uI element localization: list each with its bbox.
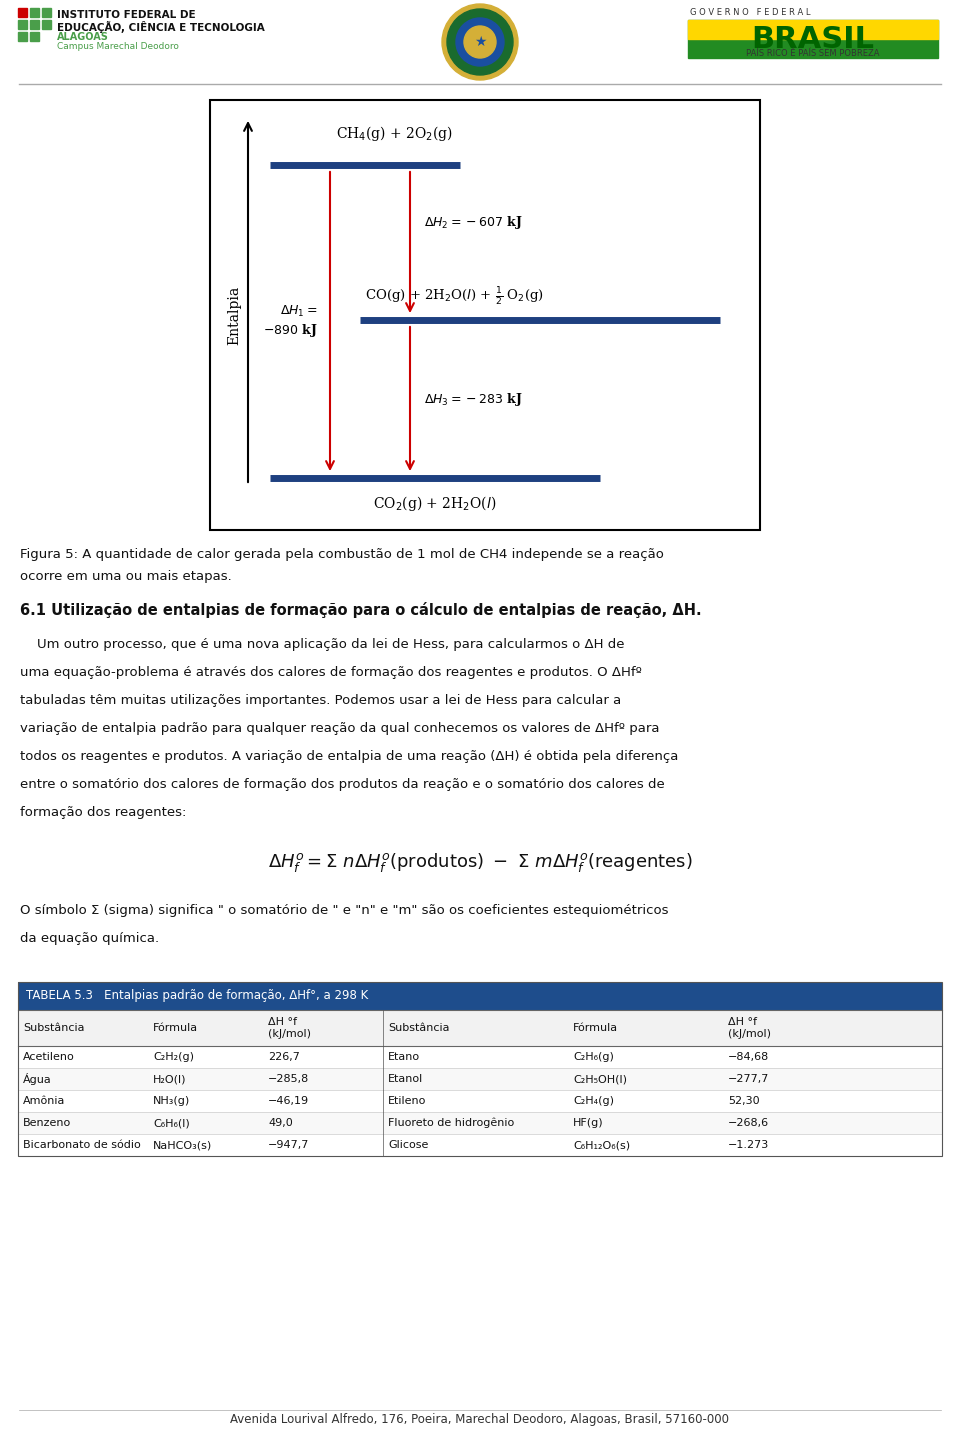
Text: ΔH °f
(kJ/mol): ΔH °f (kJ/mol)	[268, 1016, 311, 1038]
Text: −268,6: −268,6	[728, 1118, 769, 1128]
Bar	[18, 32, 27, 41]
Text: Amônia: Amônia	[23, 1096, 65, 1106]
Text: Glicose: Glicose	[388, 1140, 428, 1150]
Bar	[18, 982, 942, 1011]
Text: C₆H₁₂O₆(s): C₆H₁₂O₆(s)	[573, 1140, 630, 1150]
Text: CO$_2$(g) + 2H$_2$O($l$): CO$_2$(g) + 2H$_2$O($l$)	[373, 494, 496, 513]
Text: 49,0: 49,0	[268, 1118, 293, 1128]
Text: CO(g) + 2H$_2$O($l$) + $\frac{1}{2}$ O$_2$(g): CO(g) + 2H$_2$O($l$) + $\frac{1}{2}$ O$_…	[365, 285, 544, 308]
Text: $\Delta H_f^o = \Sigma\ n\Delta H_f^o\mathrm{(produtos)}\ -\ \Sigma\ m\Delta H_f: $\Delta H_f^o = \Sigma\ n\Delta H_f^o\ma…	[268, 851, 692, 875]
Text: EDUCAÇÃO, CIÊNCIA E TECNOLOGIA: EDUCAÇÃO, CIÊNCIA E TECNOLOGIA	[57, 22, 265, 33]
Bar	[210, 100, 760, 530]
Circle shape	[447, 9, 513, 75]
Bar	[18, 1069, 942, 1090]
Bar	[688, 20, 938, 58]
Text: C₂H₂(g): C₂H₂(g)	[153, 1053, 194, 1061]
Bar	[18, 1112, 942, 1134]
Bar	[18, 1045, 942, 1069]
Text: Substância: Substância	[388, 1022, 449, 1032]
Text: ocorre em uma ou mais etapas.: ocorre em uma ou mais etapas.	[20, 571, 231, 584]
Text: Avenida Lourival Alfredo, 176, Poeira, Marechal Deodoro, Alagoas, Brasil, 57160-: Avenida Lourival Alfredo, 176, Poeira, M…	[230, 1413, 730, 1426]
Text: G O V E R N O   F E D E R A L: G O V E R N O F E D E R A L	[690, 9, 810, 17]
Bar	[18, 982, 942, 1156]
Bar	[42, 9, 51, 17]
Text: ★: ★	[473, 35, 487, 49]
Text: ΔH °f
(kJ/mol): ΔH °f (kJ/mol)	[728, 1016, 771, 1038]
Text: Água: Água	[23, 1073, 52, 1085]
Text: −277,7: −277,7	[728, 1074, 769, 1085]
Text: TABELA 5.3   Entalpias padrão de formação, ΔHf°, a 298 K: TABELA 5.3 Entalpias padrão de formação,…	[26, 989, 369, 1002]
Text: NH₃(g): NH₃(g)	[153, 1096, 190, 1106]
Circle shape	[442, 4, 518, 80]
Text: Campus Marechal Deodoro: Campus Marechal Deodoro	[57, 42, 179, 51]
Circle shape	[464, 26, 496, 58]
Bar	[30, 32, 39, 41]
Text: Etanol: Etanol	[388, 1074, 423, 1085]
Text: −285,8: −285,8	[268, 1074, 309, 1085]
Text: HF(g): HF(g)	[573, 1118, 604, 1128]
Text: $\Delta H_1 =$
$-890$ kJ: $\Delta H_1 =$ $-890$ kJ	[263, 304, 318, 339]
Text: C₂H₆(g): C₂H₆(g)	[573, 1053, 613, 1061]
Bar	[30, 9, 39, 17]
Text: −84,68: −84,68	[728, 1053, 769, 1061]
Text: NaHCO₃(s): NaHCO₃(s)	[153, 1140, 212, 1150]
Text: Benzeno: Benzeno	[23, 1118, 71, 1128]
Text: Bicarbonato de sódio: Bicarbonato de sódio	[23, 1140, 141, 1150]
Text: BRASIL: BRASIL	[752, 25, 875, 54]
Text: Etano: Etano	[388, 1053, 420, 1061]
Text: entre o somatório dos calores de formação dos produtos da reação e o somatório d: entre o somatório dos calores de formaçã…	[20, 778, 664, 791]
Bar	[30, 20, 39, 29]
Text: formação dos reagentes:: formação dos reagentes:	[20, 807, 186, 820]
Bar	[688, 20, 938, 39]
Text: variação de entalpia padrão para qualquer reação da qual conhecemos os valores d: variação de entalpia padrão para qualque…	[20, 723, 660, 736]
Text: 6.1 Utilização de entalpias de formação para o cálculo de entalpias de reação, Δ: 6.1 Utilização de entalpias de formação …	[20, 602, 702, 618]
Bar	[18, 20, 27, 29]
Text: PAÍS RICO É PAÍS SEM POBREZA: PAÍS RICO É PAÍS SEM POBREZA	[746, 49, 879, 58]
Text: Fórmula: Fórmula	[153, 1022, 198, 1032]
Text: Entalpia: Entalpia	[227, 285, 241, 345]
Bar	[18, 1011, 942, 1045]
Text: H₂O(l): H₂O(l)	[153, 1074, 186, 1085]
Text: −947,7: −947,7	[268, 1140, 309, 1150]
Bar	[18, 9, 27, 17]
Text: $\Delta H_2 = -607$ kJ: $\Delta H_2 = -607$ kJ	[424, 214, 523, 232]
Text: 52,30: 52,30	[728, 1096, 759, 1106]
Text: −1.273: −1.273	[728, 1140, 769, 1150]
Text: ALAGOAS: ALAGOAS	[57, 32, 108, 42]
Text: 226,7: 226,7	[268, 1053, 300, 1061]
Bar	[42, 20, 51, 29]
Bar	[18, 1134, 942, 1156]
Text: $\Delta H_3 = -283$ kJ: $\Delta H_3 = -283$ kJ	[424, 391, 523, 407]
Text: Etileno: Etileno	[388, 1096, 426, 1106]
Circle shape	[456, 17, 504, 67]
Text: todos os reagentes e produtos. A variação de entalpia de uma reação (ΔH) é obtid: todos os reagentes e produtos. A variaçã…	[20, 750, 679, 763]
Text: O símbolo Σ (sigma) significa " o somatório de " e "n" e "m" são os coeficientes: O símbolo Σ (sigma) significa " o somató…	[20, 904, 668, 917]
Text: Substância: Substância	[23, 1022, 84, 1032]
Text: tabuladas têm muitas utilizações importantes. Podemos usar a lei de Hess para ca: tabuladas têm muitas utilizações importa…	[20, 694, 621, 707]
Text: Acetileno: Acetileno	[23, 1053, 75, 1061]
Text: Um outro processo, que é uma nova aplicação da lei de Hess, para calcularmos o Δ: Um outro processo, que é uma nova aplica…	[20, 639, 625, 652]
Text: C₆H₆(l): C₆H₆(l)	[153, 1118, 190, 1128]
Text: −46,19: −46,19	[268, 1096, 309, 1106]
Text: da equação química.: da equação química.	[20, 933, 159, 946]
Text: uma equação-problema é através dos calores de formação dos reagentes e produtos.: uma equação-problema é através dos calor…	[20, 666, 642, 679]
Text: Figura 5: A quantidade de calor gerada pela combustão de 1 mol de CH4 independe : Figura 5: A quantidade de calor gerada p…	[20, 547, 664, 560]
Text: Fluoreto de hidrogênio: Fluoreto de hidrogênio	[388, 1118, 515, 1128]
Text: C₂H₄(g): C₂H₄(g)	[573, 1096, 614, 1106]
Text: CH$_4$(g) + 2O$_2$(g): CH$_4$(g) + 2O$_2$(g)	[336, 125, 453, 143]
Text: C₂H₅OH(l): C₂H₅OH(l)	[573, 1074, 627, 1085]
Text: INSTITUTO FEDERAL DE: INSTITUTO FEDERAL DE	[57, 10, 196, 20]
Bar	[18, 1090, 942, 1112]
Text: Fórmula: Fórmula	[573, 1022, 618, 1032]
